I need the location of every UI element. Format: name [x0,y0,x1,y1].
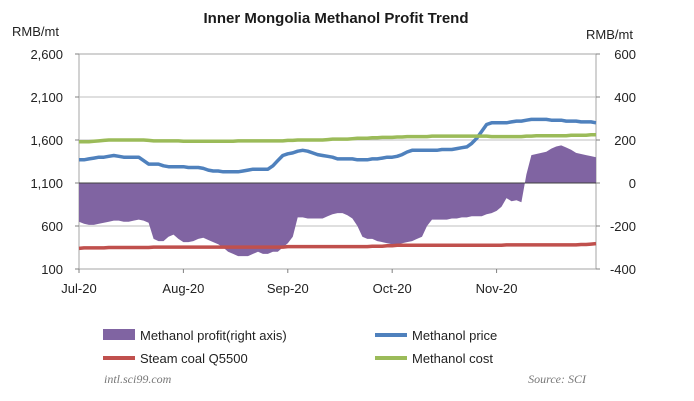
methanol-cost-line [79,133,596,144]
website-watermark: intl.sci99.com [104,372,172,386]
legend-methanol-cost-label: Methanol cost [412,351,493,366]
x-tick-label: Nov-20 [476,281,518,296]
profit-area [79,145,596,257]
left-tick-label: 1,600 [30,133,63,148]
left-tick-label: 1,100 [30,176,63,191]
methanol-price-line [79,117,597,174]
left-tick-label: 100 [41,262,63,277]
legend: Methanol profit(right axis) Methanol pric… [103,328,497,366]
right-tick-label: 400 [614,90,636,105]
right-tick-label: 0 [629,176,636,191]
left-tick-label: 2,100 [30,90,63,105]
steam-coal-line [78,241,597,251]
legend-profit-swatch [103,329,135,340]
x-tick-label: Sep-20 [267,281,309,296]
left-axis-unit: RMB/mt [12,24,59,39]
right-tick-label: -400 [610,262,636,277]
x-tick-label: Jul-20 [61,281,96,296]
legend-steam-coal-label: Steam coal Q5500 [140,351,248,366]
chart-title: Inner Mongolia Methanol Profit Trend [204,10,469,27]
plot-area: 2,600 2,100 1,600 1,100 600 100 600 400 200 0 -200… [30,47,636,296]
right-tick-label: 200 [614,133,636,148]
legend-profit-label: Methanol profit(right axis) [140,328,287,343]
left-tick-label: 2,600 [30,47,63,62]
right-tick-label: -200 [610,219,636,234]
right-axis-unit: RMB/mt [586,27,633,42]
left-tick-label: 600 [41,219,63,234]
x-tick-label: Aug-20 [162,281,204,296]
source-note: Source: SCI [528,372,587,386]
x-tick-label: Oct-20 [373,281,412,296]
legend-methanol-price-label: Methanol price [412,328,497,343]
right-tick-label: 600 [614,47,636,62]
